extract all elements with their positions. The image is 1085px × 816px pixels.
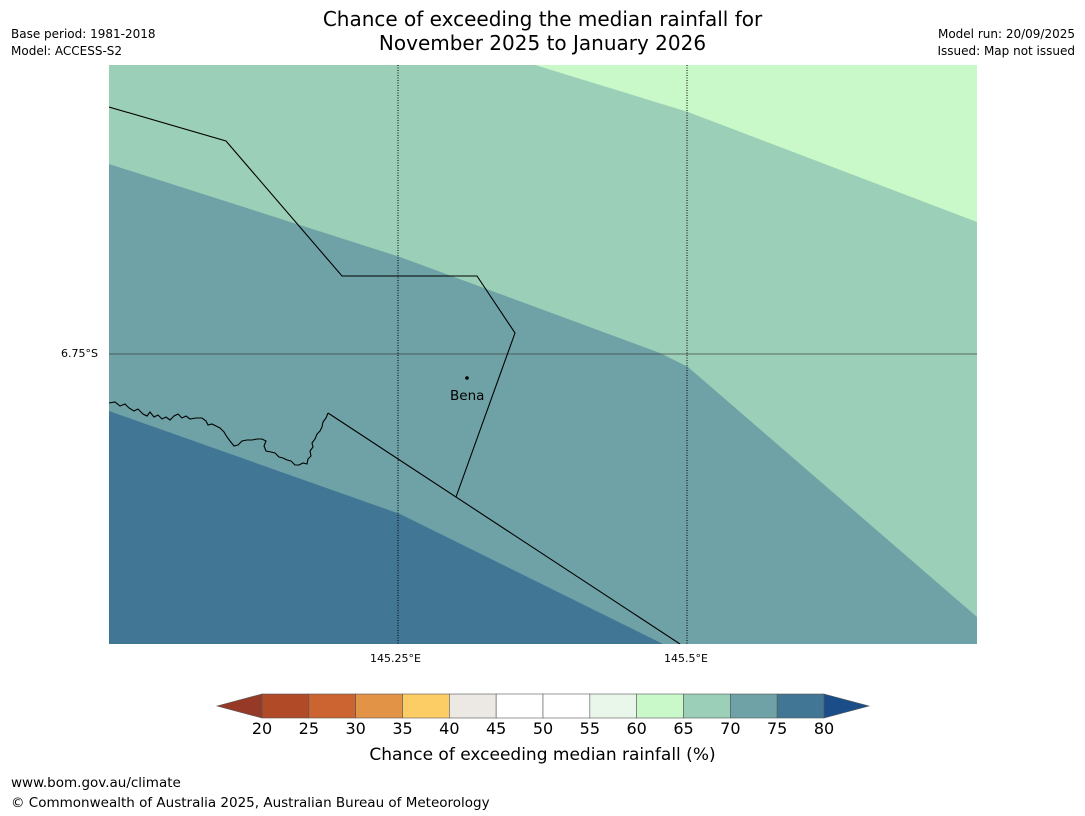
colorbar-segment: [776, 693, 825, 719]
colorbar-tick-label: 40: [439, 719, 460, 738]
longitude-label: 145.5°E: [664, 652, 708, 665]
latitude-label: 6.75°S: [61, 347, 98, 360]
colorbar-under-arrow: [215, 693, 263, 719]
place-label-bena: Bena: [450, 388, 485, 404]
colorbar-segment: [449, 693, 497, 719]
colorbar-segment: [730, 693, 778, 719]
bena-marker: [465, 376, 469, 380]
title-line-2: November 2025 to January 2026: [378, 31, 707, 55]
colorbar-tick-label: 80: [813, 719, 835, 738]
colorbar-tick-label: 70: [720, 719, 741, 738]
model-name: Model: ACCESS-S2: [11, 44, 123, 58]
colorbar-tick-label: 30: [345, 719, 366, 738]
colorbar-title: Chance of exceeding median rainfall (%): [369, 745, 716, 765]
colorbar-tick-label: 25: [298, 719, 319, 738]
province-boundary: [109, 106, 516, 498]
title-line-1: Chance of exceeding the median rainfall …: [322, 7, 763, 31]
colorbar-segment: [495, 693, 544, 719]
coastline: [109, 401, 329, 466]
colorbar-tick-label: 55: [579, 719, 600, 738]
colorbar-segment: [589, 693, 637, 719]
colorbar-segment: [402, 693, 450, 719]
colorbar-tick-label: 35: [392, 719, 413, 738]
zone-60-65: [535, 65, 977, 222]
colorbar-segment: [355, 693, 403, 719]
colorbar-tick-label: 60: [626, 719, 647, 738]
colorbar-tick-label: 65: [673, 719, 694, 738]
footer-copyright: © Commonwealth of Australia 2025, Austra…: [11, 795, 490, 811]
colorbar-tick-label: 50: [532, 719, 554, 738]
map-title: Chance of exceeding the median rainfall …: [0, 7, 1085, 55]
meta-right: Model run: 20/09/2025 Issued: Map not is…: [937, 26, 1075, 60]
map-panel: [109, 65, 977, 644]
colorbar: [215, 693, 871, 719]
model-run: Model run: 20/09/2025: [937, 27, 1075, 41]
colorbar-tick-label: 75: [766, 719, 788, 738]
colorbar-tick-label: 20: [251, 719, 273, 738]
base-period: Base period: 1981-2018: [11, 27, 156, 41]
colorbar-tick-label: 45: [485, 719, 507, 738]
meta-left: Base period: 1981-2018 Model: ACCESS-S2: [11, 26, 156, 60]
zone-75-80: [109, 411, 663, 644]
province-boundary: [327, 412, 681, 644]
colorbar-segment: [308, 693, 356, 719]
colorbar-segment: [683, 693, 731, 719]
colorbar-segment: [542, 693, 591, 719]
colorbar-over-arrow: [823, 693, 871, 719]
issued-status: Issued: Map not issued: [937, 44, 1075, 58]
footer-url[interactable]: www.bom.gov.au/climate: [11, 775, 181, 791]
colorbar-segment: [261, 693, 310, 719]
longitude-label: 145.25°E: [370, 652, 421, 665]
colorbar-segment: [636, 693, 684, 719]
